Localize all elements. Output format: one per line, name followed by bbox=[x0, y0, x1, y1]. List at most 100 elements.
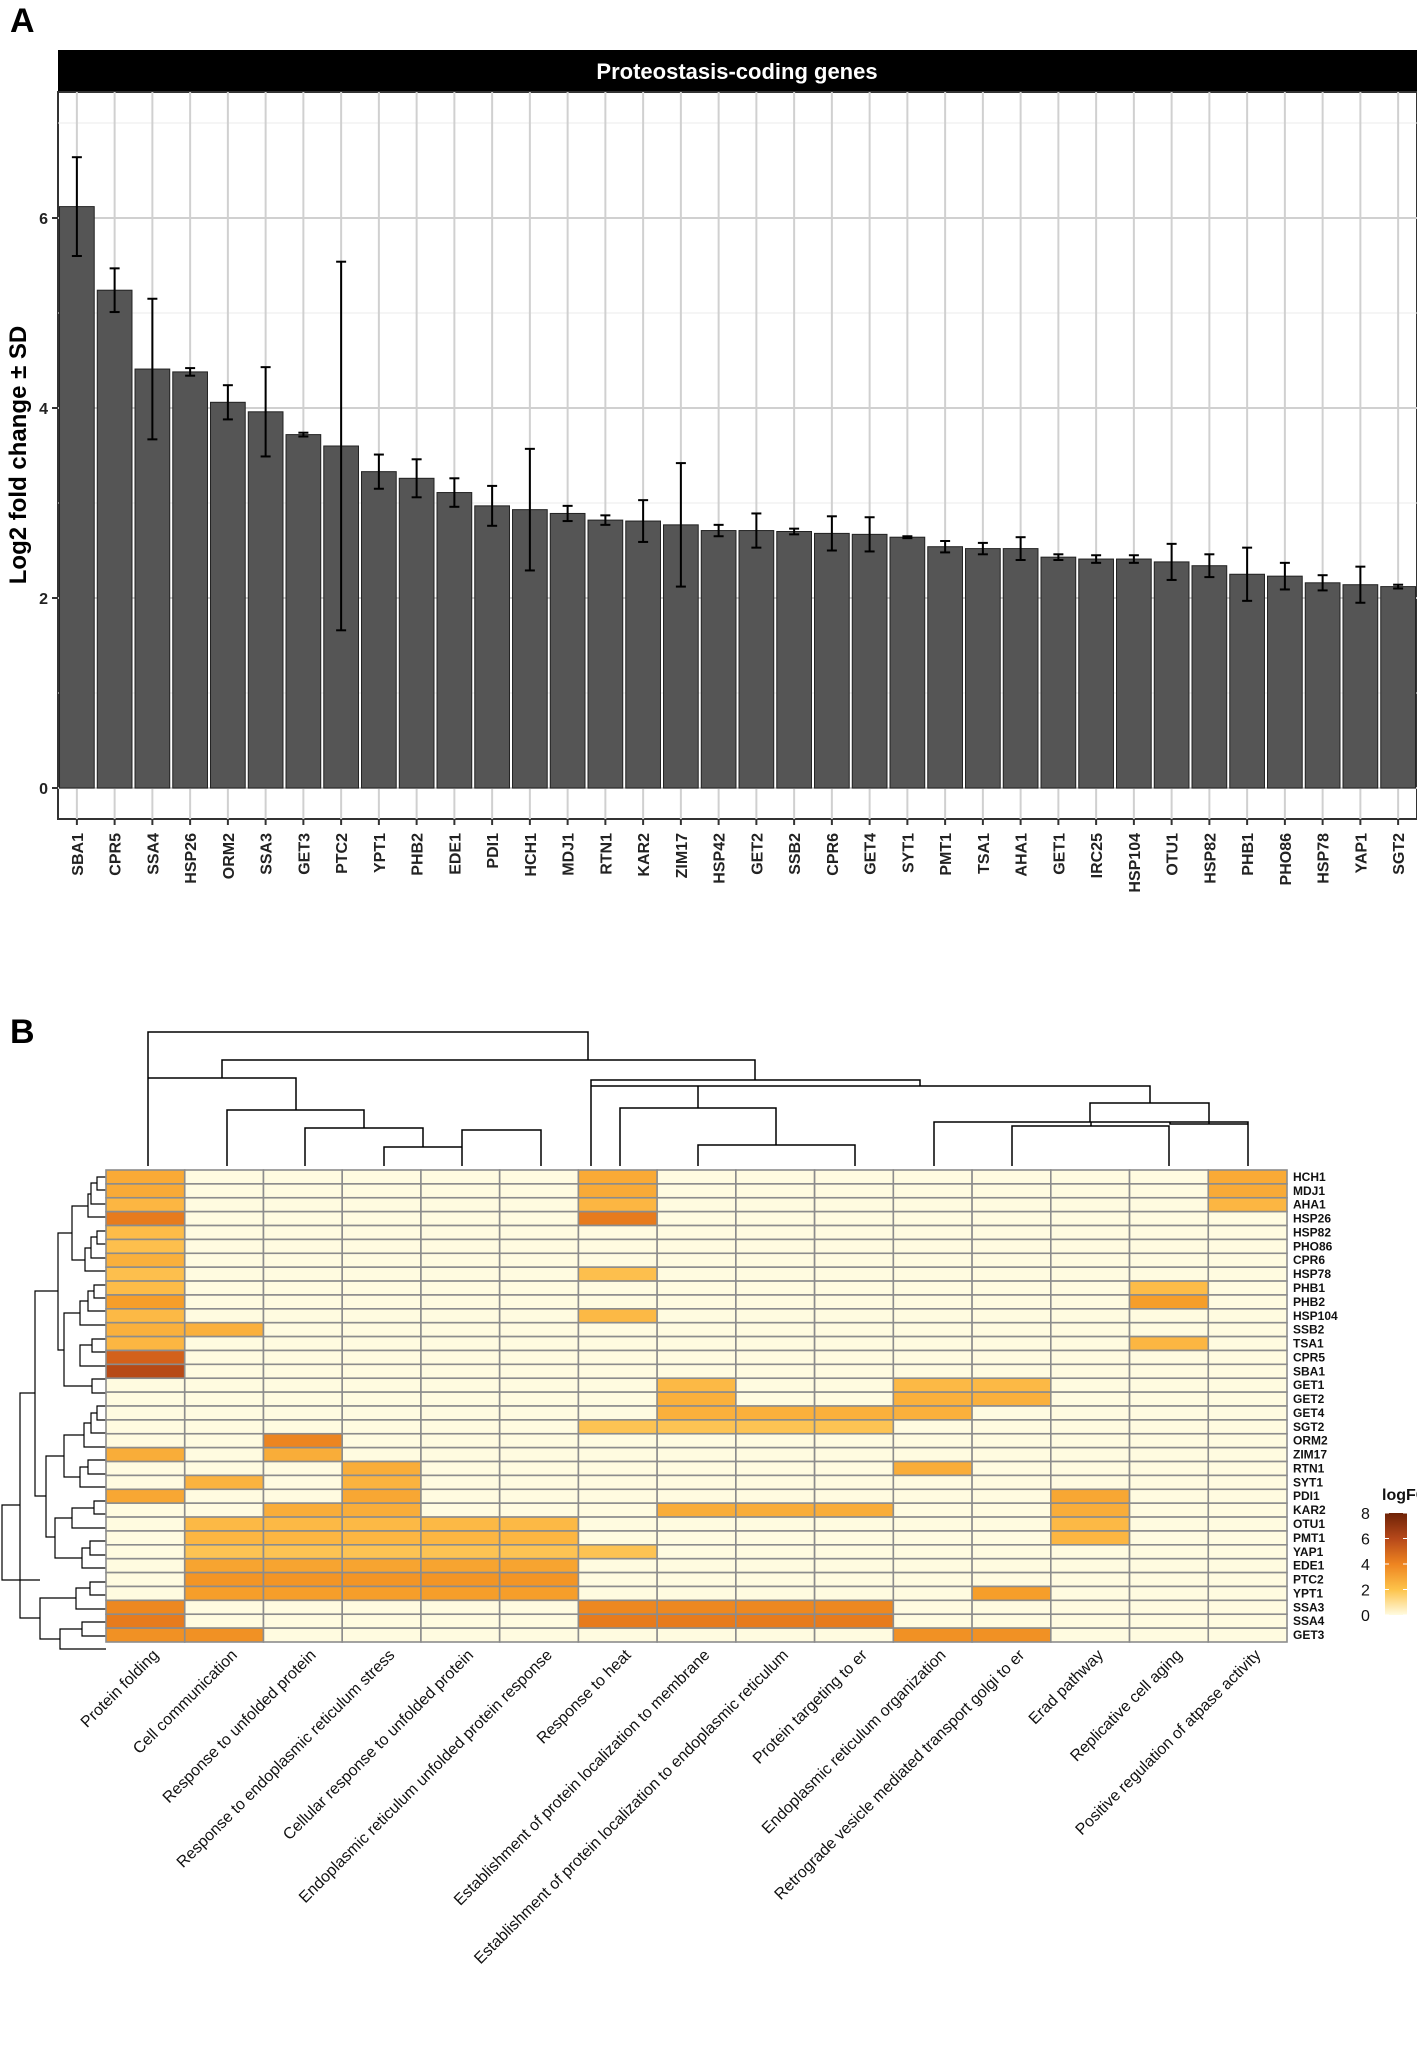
heatmap-cell bbox=[735, 1252, 816, 1268]
heatmap-cell bbox=[1050, 1169, 1131, 1185]
heatmap-cell bbox=[577, 1377, 658, 1393]
heatmap-cell bbox=[735, 1266, 816, 1282]
heatmap-cell bbox=[656, 1335, 737, 1352]
heatmap-cell bbox=[1128, 1377, 1210, 1393]
x-tick-label: GET2 bbox=[749, 833, 766, 875]
heatmap-cell bbox=[262, 1377, 344, 1393]
heatmap-cell bbox=[1207, 1308, 1288, 1324]
heatmap-cell bbox=[498, 1474, 580, 1491]
heatmap-cell bbox=[735, 1502, 816, 1518]
heatmap-cell bbox=[1207, 1224, 1288, 1241]
x-tick-label: HSP78 bbox=[1316, 833, 1333, 884]
heatmap-cell bbox=[1128, 1599, 1210, 1616]
heatmap-cell bbox=[813, 1516, 895, 1532]
heatmap-cell bbox=[498, 1308, 580, 1324]
heatmap-cell bbox=[420, 1196, 501, 1213]
panel-b-label: B bbox=[10, 1013, 35, 1051]
heatmap-cell bbox=[262, 1363, 344, 1380]
bar-pho86 bbox=[1267, 575, 1303, 789]
heatmap-cell bbox=[656, 1183, 737, 1199]
heatmap-cell bbox=[341, 1363, 422, 1380]
bar-orm2 bbox=[210, 401, 246, 789]
bar-sba1 bbox=[59, 206, 95, 789]
row-label: AHA1 bbox=[1293, 1198, 1326, 1212]
x-tick-label: OTU1 bbox=[1165, 833, 1182, 876]
heatmap-cell bbox=[498, 1571, 580, 1588]
y-axis: 0 2 4 6 bbox=[39, 211, 58, 798]
heatmap-cells bbox=[105, 1169, 1288, 1643]
heatmap-cell bbox=[420, 1502, 501, 1518]
heatmap-cell bbox=[892, 1183, 973, 1199]
heatmap-cell bbox=[262, 1599, 344, 1616]
heatmap-cell bbox=[1207, 1335, 1288, 1352]
bar-aha1 bbox=[1002, 548, 1039, 789]
heatmap-cell bbox=[105, 1363, 186, 1380]
heatmap-cell bbox=[656, 1585, 737, 1602]
heatmap-cell bbox=[420, 1627, 501, 1643]
heatmap-cell bbox=[892, 1530, 973, 1546]
heatmap-cell bbox=[420, 1432, 501, 1449]
heatmap-cell bbox=[498, 1224, 580, 1241]
heatmap-cell bbox=[341, 1308, 422, 1324]
heatmap-cell bbox=[420, 1321, 501, 1338]
heatmap-cell bbox=[105, 1377, 186, 1393]
heatmap-cell bbox=[262, 1280, 344, 1296]
heatmap-cell bbox=[1128, 1432, 1210, 1449]
heatmap-cell bbox=[1050, 1210, 1131, 1227]
legend-title: logFC bbox=[1382, 1487, 1417, 1504]
heatmap-cell bbox=[105, 1238, 186, 1255]
heatmap-cell bbox=[1050, 1530, 1131, 1546]
heatmap-cell bbox=[656, 1502, 737, 1518]
row-label: GET4 bbox=[1293, 1406, 1325, 1420]
heatmap-cell bbox=[1050, 1557, 1131, 1574]
heatmap-cell bbox=[656, 1405, 737, 1421]
heatmap-cell bbox=[813, 1196, 895, 1213]
heatmap-cell bbox=[105, 1571, 186, 1588]
legend-tick-label: 6 bbox=[1361, 1532, 1370, 1549]
heatmap-cell bbox=[1050, 1294, 1131, 1310]
heatmap-cell bbox=[262, 1585, 344, 1602]
heatmap-cell bbox=[420, 1210, 501, 1227]
heatmap-cell bbox=[656, 1432, 737, 1449]
heatmap-cell bbox=[183, 1571, 265, 1588]
heatmap-cell bbox=[813, 1627, 895, 1643]
heatmap-cell bbox=[971, 1224, 1052, 1241]
heatmap-cell bbox=[341, 1321, 422, 1338]
heatmap-cell bbox=[1128, 1294, 1210, 1310]
heatmap-cell bbox=[105, 1432, 186, 1449]
heatmap-cell bbox=[262, 1391, 344, 1407]
heatmap-cell bbox=[420, 1335, 501, 1352]
x-tick-label: PHB2 bbox=[410, 833, 427, 876]
heatmap-cell bbox=[813, 1571, 895, 1588]
heatmap-cell bbox=[262, 1349, 344, 1366]
heatmap-cell bbox=[656, 1363, 737, 1380]
row-label: SSB2 bbox=[1293, 1323, 1325, 1337]
heatmap-cell bbox=[971, 1530, 1052, 1546]
heatmap-cell bbox=[262, 1544, 344, 1560]
heatmap-cell bbox=[1128, 1557, 1210, 1574]
heatmap-cell bbox=[183, 1419, 265, 1435]
row-label: SBA1 bbox=[1293, 1364, 1325, 1378]
heatmap-cell bbox=[813, 1280, 895, 1296]
heatmap-cell bbox=[183, 1266, 265, 1282]
bar-phb1 bbox=[1229, 573, 1265, 789]
heatmap-cell bbox=[1128, 1363, 1210, 1380]
heatmap-cell bbox=[577, 1266, 658, 1282]
heatmap-cell bbox=[341, 1599, 422, 1616]
heatmap-cell bbox=[656, 1266, 737, 1282]
heatmap-cell bbox=[971, 1169, 1052, 1185]
heatmap-cell bbox=[971, 1405, 1052, 1421]
heatmap-cell bbox=[971, 1238, 1052, 1255]
y-tick-label: 0 bbox=[39, 781, 48, 798]
heatmap-cell bbox=[1128, 1419, 1210, 1435]
legend-tick-label: 0 bbox=[1361, 1608, 1370, 1625]
heatmap-cell bbox=[577, 1169, 658, 1185]
x-tick-label: HSP104 bbox=[1127, 833, 1144, 893]
heatmap-cell bbox=[735, 1488, 816, 1504]
heatmap-cell bbox=[498, 1238, 580, 1255]
heatmap-cell bbox=[971, 1183, 1052, 1199]
heatmap-cell bbox=[262, 1210, 344, 1227]
heatmap-cell bbox=[1050, 1183, 1131, 1199]
x-tick-label: AHA1 bbox=[1014, 833, 1031, 877]
heatmap-cell bbox=[105, 1502, 186, 1518]
